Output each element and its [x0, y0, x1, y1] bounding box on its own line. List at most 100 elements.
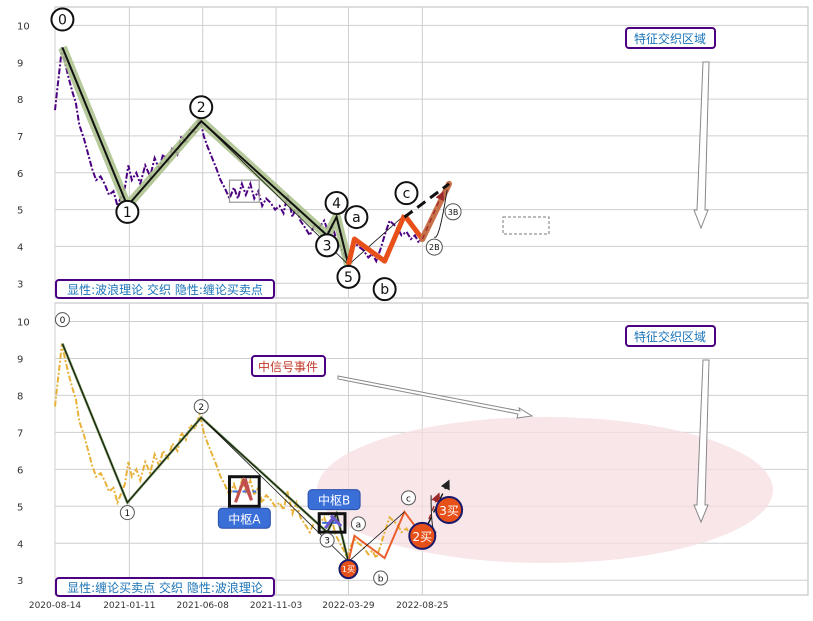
wave-label-bubble-b: [372, 277, 397, 302]
buy-point-1: [338, 559, 359, 580]
bottom-wave-label-0: 0: [60, 316, 66, 326]
hub-label-box-1: [307, 489, 361, 511]
wave-label-0: 0: [58, 13, 67, 29]
bottom-ytick-label: 4: [17, 539, 23, 550]
signal-box: [251, 355, 326, 377]
callout-box-top: [625, 27, 716, 49]
price-series: [54, 47, 424, 265]
buy-point-label-1: 1买: [342, 565, 355, 574]
wave-label-bubble-1: [115, 199, 140, 224]
bottom-wave-label-1: 1: [125, 509, 131, 519]
hub-box-top-2: [502, 216, 550, 235]
xtick-label: 2020-08-14: [29, 601, 82, 611]
caption-text-top: 显性:波浪理论 交织 隐性:缠论买卖点: [67, 282, 263, 297]
buy-point-label-2: 2买: [412, 530, 432, 544]
bottom-ytick-label: 5: [17, 502, 23, 513]
wave-line: [61, 47, 350, 266]
abc-channel-line: [348, 214, 405, 266]
wave-label-2B: 2B: [429, 243, 440, 252]
xtick-label: 2021-06-08: [177, 601, 230, 611]
bottom-wave-bubble-c: [400, 490, 416, 506]
buy-point-2: [408, 521, 437, 550]
signal-arrow: [337, 375, 534, 419]
hub-stroke-0: [234, 476, 253, 503]
bottom-wave-label-a: a: [356, 520, 362, 530]
bottom-panel: 3 4 5 6 7 8 9 10 中枢A 中枢B 0 1 2 3 a b c 1买 2买 3买 中信号事件 特征交织区域显…: [17, 302, 809, 611]
bottom-wave-bubble-b: [373, 570, 389, 586]
signal-text: 中信号事件: [258, 359, 318, 374]
wave-label-bubble-3B: [444, 203, 462, 221]
bottom-ytick-label: 7: [17, 428, 23, 439]
buy-point-3: [435, 495, 464, 524]
wave-label-bubble-0: [50, 7, 75, 32]
hub-box-1: [317, 512, 347, 534]
wave-label-bubble-a: [344, 205, 369, 230]
hub-label-box-0: [217, 507, 271, 529]
hub-box-top: [228, 179, 260, 203]
caption-box-top: [55, 279, 275, 299]
xtick-label: 2021-11-03: [250, 601, 302, 611]
bottom-wave-label-3: 3: [324, 537, 330, 547]
wave-label-c: c: [403, 186, 411, 202]
hub-label-0: 中枢A: [228, 511, 261, 526]
bottom-wave-label-2: 2: [198, 403, 204, 413]
top-ytick-label: 8: [17, 95, 23, 106]
wave-label-bubble-c: [394, 181, 419, 206]
top-ytick-label: 4: [17, 242, 23, 253]
wave-label-bubble-5: [336, 264, 361, 289]
wave-label-a: a: [352, 210, 361, 226]
wave-label-bubble-3: [315, 233, 340, 258]
xtick-label: 2022-08-25: [396, 601, 448, 611]
bottom-wave-bubble-0: [54, 312, 70, 328]
bottom-wave-bubble-1: [119, 505, 135, 521]
abc-correction: [346, 214, 407, 266]
buy-point-label-3: 3买: [439, 504, 459, 518]
caption-box-bottom: [55, 577, 275, 597]
hub-label-1: 中枢B: [318, 493, 350, 508]
callout-text-bottom: 特征交织区域: [634, 329, 706, 344]
bottom-ytick-label: 10: [17, 317, 30, 328]
bottom-ytick-label: 3: [17, 576, 23, 587]
hub-box-0: [227, 475, 261, 508]
wave-label-bubble-4: [324, 190, 349, 215]
top-ytick-label: 6: [17, 169, 23, 180]
bottom-wave-label-c: c: [406, 494, 411, 504]
bottom-wave-label-b: b: [378, 575, 384, 585]
bottom-wave-bubble-3: [319, 532, 335, 548]
callout-box-bottom: [625, 325, 716, 347]
xtick-label: 2021-01-11: [103, 601, 155, 611]
top-ytick-label: 10: [17, 21, 30, 32]
hub-stroke-1: [324, 514, 343, 530]
bottom-wave-bubble-a: [350, 516, 366, 532]
wave-label-5: 5: [344, 270, 353, 286]
abc-bottom: [347, 509, 424, 562]
up-leg-arc: [433, 189, 448, 238]
bottom-ytick-label: 9: [17, 354, 23, 365]
wave-label-3B: 3B: [448, 208, 459, 217]
callout-arrow-top: [693, 61, 710, 230]
c-to-2b-leg: [402, 213, 425, 241]
callout-arrow-bottom: [693, 359, 710, 524]
wave-label-bubble-2B: [425, 238, 443, 256]
wave-label-4: 4: [332, 196, 341, 212]
top-ytick-label: 9: [17, 58, 23, 69]
bottom-ytick-label: 8: [17, 391, 23, 402]
caption-text-bottom: 显性:缠论买卖点 交织 隐性:波浪理论: [67, 580, 263, 595]
top-ytick-label: 7: [17, 132, 23, 143]
price-series-bottom: [54, 343, 424, 562]
wave-label-b: b: [380, 282, 389, 298]
top-ytick-label: 5: [17, 206, 23, 217]
wave-label-bubble-2: [189, 95, 214, 120]
callout-text-top: 特征交织区域: [634, 31, 706, 46]
wave-label-1: 1: [123, 205, 132, 221]
up-leg-dashed: [403, 182, 450, 219]
xtick-label: 2022-03-29: [322, 601, 375, 611]
up-leg-bottom-red: [421, 492, 441, 537]
bottom-wave-bubble-2: [193, 399, 209, 415]
wave-label-3: 3: [323, 238, 332, 254]
abc-channel-bottom: [348, 511, 405, 563]
top-ytick-label: 3: [17, 279, 23, 290]
